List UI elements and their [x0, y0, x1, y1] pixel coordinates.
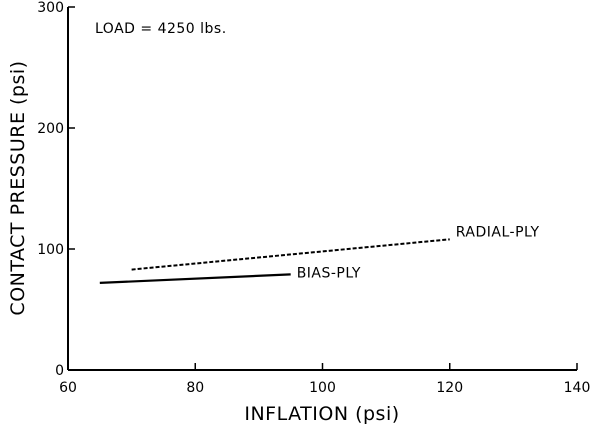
y-axis-title: CONTACT PRESSURE (psi)	[7, 60, 29, 315]
series-line-bias-ply	[99, 273, 291, 284]
series-label-bias-ply: BIAS-PLY	[297, 265, 361, 281]
x-tick-label: 100	[309, 380, 336, 396]
x-tick-label: 80	[186, 380, 204, 396]
y-tick-label: 0	[55, 363, 64, 379]
y-tick-label: 100	[37, 242, 64, 258]
x-axis-title: INFLATION (psi)	[244, 403, 399, 425]
series-label-radial-ply: RADIAL-PLY	[456, 224, 540, 240]
y-tick-label: 200	[37, 121, 64, 137]
y-ticks: 0 100 200 300	[37, 0, 75, 379]
load-annotation: LOAD = 4250 lbs.	[95, 21, 227, 37]
x-ticks: 60 80 100 120 140	[59, 363, 590, 396]
x-tick-label: 140	[564, 380, 590, 396]
y-tick-label: 300	[37, 0, 64, 16]
axes	[67, 7, 577, 371]
x-tick-label: 60	[59, 380, 77, 396]
series-line-radial-ply	[131, 238, 450, 271]
x-tick-label: 120	[436, 380, 463, 396]
series-layer: RADIAL-PLY BIAS-PLY	[99, 224, 540, 284]
